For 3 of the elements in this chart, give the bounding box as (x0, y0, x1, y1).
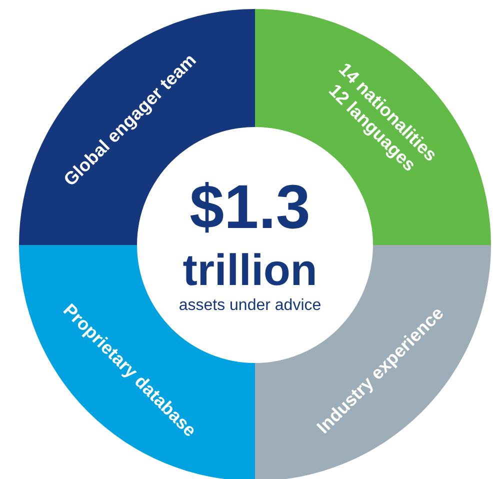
text: $1.3 (190, 173, 310, 242)
text: trillion (182, 246, 318, 295)
text: assets under advice (178, 297, 322, 314)
